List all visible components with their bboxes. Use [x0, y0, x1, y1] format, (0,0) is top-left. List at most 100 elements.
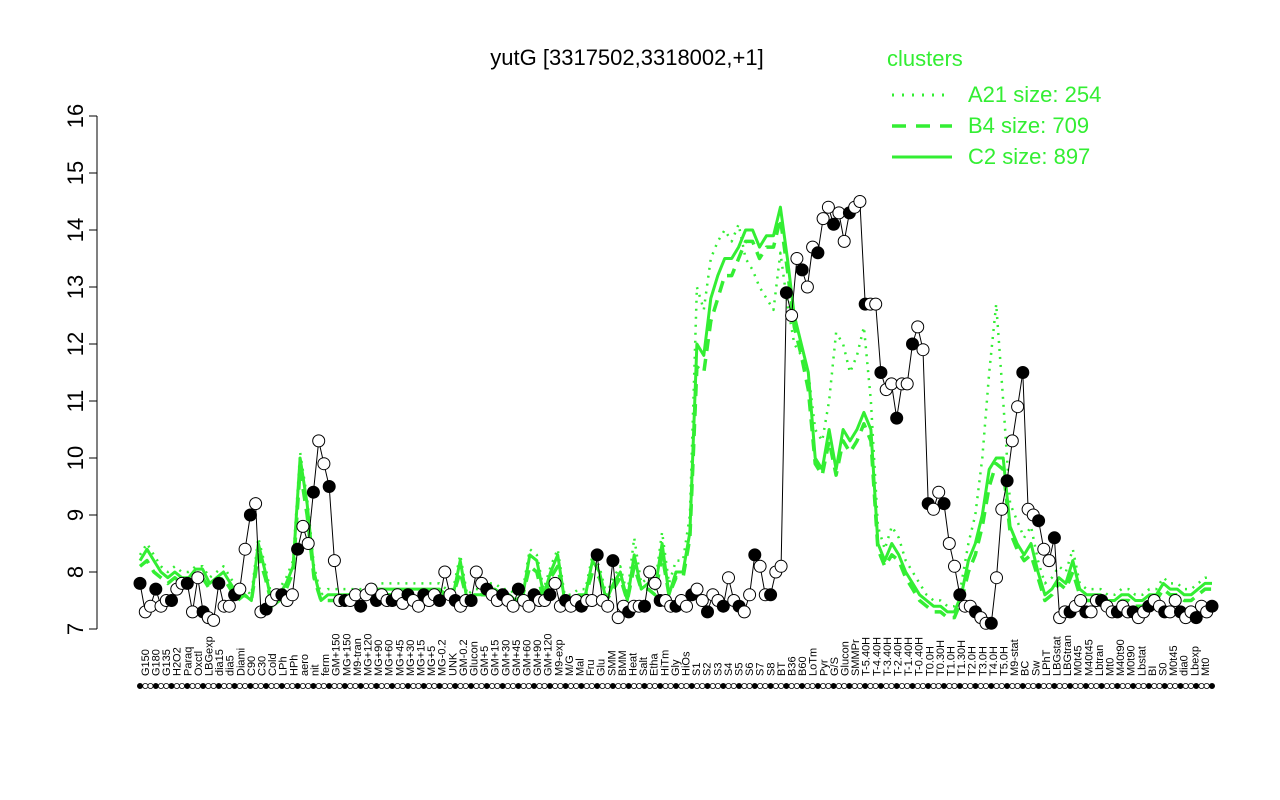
rug-mark [683, 683, 690, 690]
x-tick-label: T5.0H [999, 646, 1011, 676]
legend-entry: A21 size: 254 [968, 82, 1101, 107]
data-point [1032, 514, 1046, 528]
rug-mark [257, 683, 264, 690]
x-tick-label: GM+60 [522, 640, 534, 676]
x-tick-label: BT [776, 662, 788, 676]
rug-mark [809, 683, 816, 690]
x-tick-label: G/S [829, 657, 841, 676]
x-tick-label: G150 [140, 649, 152, 676]
rug-mark [1046, 683, 1053, 690]
x-tick-label: LoTm [808, 648, 820, 676]
x-tick-label: GM+90 [532, 640, 544, 676]
data-point [795, 263, 809, 277]
x-tick-label: M9-stat [1009, 639, 1021, 676]
x-tick-label: S2 [702, 663, 714, 676]
rug-mark [925, 683, 932, 690]
rug-mark [1030, 683, 1037, 690]
x-tick-label: aero [299, 654, 311, 676]
x-tick-label: GM+120 [543, 634, 555, 677]
legend-entry: B4 size: 709 [968, 113, 1089, 138]
x-tick-label: M40t90 [1115, 639, 1127, 676]
rug-mark [473, 683, 480, 690]
data-point [764, 588, 778, 602]
data-point [690, 582, 704, 596]
rug-mark [877, 683, 884, 690]
y-tick-label: 12 [63, 332, 88, 356]
x-tick-label: Salt [638, 657, 650, 676]
rug-mark [136, 683, 143, 690]
data-point [322, 480, 336, 493]
rug-mark [746, 683, 753, 690]
x-tick-label: UNK [447, 652, 459, 676]
data-point [916, 343, 930, 357]
x-tick-label: Diami [235, 648, 247, 676]
data-point [942, 537, 956, 550]
rug-mark [399, 683, 406, 690]
x-tick-label: Mt0 [1200, 658, 1212, 676]
rug-mark [1182, 683, 1189, 690]
x-tick-label: BC [1020, 661, 1032, 676]
data-point [312, 434, 326, 448]
rug-mark [930, 683, 937, 690]
rug-mark [289, 683, 296, 690]
x-tick-label: T4.0H [988, 646, 1000, 676]
x-tick-label: H2O2 [172, 647, 184, 676]
x-tick-label: SMM [606, 650, 618, 676]
series-line-dashed [138, 216, 1212, 620]
x-tick-label: Cold [267, 653, 279, 676]
rug-mark [483, 683, 490, 690]
legend-entry: C2 size: 897 [968, 144, 1090, 169]
x-tick-label: HiTm [659, 650, 671, 676]
rug-mark [615, 683, 622, 690]
rug-mark [620, 683, 627, 690]
y-axis: 7 8 9 10 11 12 13 14 15 16 [63, 104, 98, 635]
rug-mark [425, 683, 432, 690]
rug-mark [893, 683, 900, 690]
data-point [990, 571, 1003, 585]
rug-mark [1067, 683, 1074, 690]
x-tick-label: T-4.40H [871, 637, 883, 676]
rug-mark [520, 683, 527, 690]
data-point [932, 485, 946, 499]
data-point [722, 571, 735, 585]
rug-mark [830, 683, 837, 690]
x-tick-label: Lbexp [1189, 646, 1201, 676]
rug-mark [1082, 683, 1089, 690]
rug-mark [673, 683, 680, 690]
rug-mark [152, 683, 159, 690]
x-tick-label: M0t90 [1126, 645, 1138, 676]
x-tick-label: T3.0H [977, 646, 989, 676]
rug-mark [736, 683, 743, 690]
data-point [511, 582, 525, 596]
data-point [648, 576, 662, 590]
data-point [743, 588, 757, 602]
rug-mark [725, 683, 732, 690]
rug-mark [552, 683, 559, 690]
rug-mark [1009, 683, 1016, 690]
x-tick-label: T0.0H [924, 646, 936, 676]
rug-mark [200, 683, 207, 690]
rug-mark [883, 683, 890, 690]
rug-mark [983, 683, 990, 690]
data-point [1037, 542, 1051, 556]
rug-mark [336, 683, 343, 690]
data-point [1011, 400, 1025, 414]
x-tick-label: T-1.40H [903, 637, 915, 676]
rug-mark [1072, 683, 1079, 690]
y-tick-label: 11 [63, 390, 88, 413]
rug-mark [709, 683, 716, 690]
rug-mark [1093, 683, 1100, 690]
x-tick-label: Glucon [840, 641, 852, 676]
rug-mark [1119, 683, 1126, 690]
rug-mark [804, 683, 811, 690]
x-tick-label: Mal [575, 658, 587, 676]
rug-mark [389, 683, 396, 690]
x-tick-label: MG-0.2 [437, 639, 449, 676]
rug-mark [457, 683, 464, 690]
x-tick-label: M9-tran [352, 638, 364, 676]
rug-mark [168, 683, 175, 690]
rug-mark [446, 683, 453, 690]
rug-mark [583, 683, 590, 690]
rug-mark [1014, 683, 1021, 690]
x-tick-label: MG+30 [405, 640, 417, 676]
